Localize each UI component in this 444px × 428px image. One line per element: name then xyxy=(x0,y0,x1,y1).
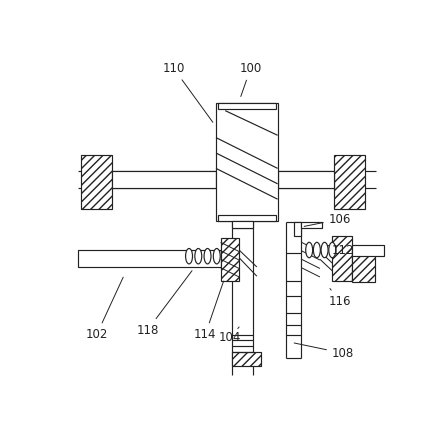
Text: 110: 110 xyxy=(163,62,213,122)
Ellipse shape xyxy=(306,242,313,258)
Ellipse shape xyxy=(213,249,220,264)
Bar xyxy=(232,352,261,366)
Ellipse shape xyxy=(204,249,211,264)
Text: 104: 104 xyxy=(219,327,241,344)
Text: 118: 118 xyxy=(136,271,192,336)
Bar xyxy=(81,155,112,209)
Ellipse shape xyxy=(329,242,336,258)
Text: 108: 108 xyxy=(294,343,354,360)
Ellipse shape xyxy=(186,249,193,264)
Bar xyxy=(278,171,334,188)
Bar xyxy=(232,221,253,229)
Ellipse shape xyxy=(313,242,320,258)
Text: 114: 114 xyxy=(194,281,224,341)
Bar xyxy=(332,236,352,281)
Bar xyxy=(112,171,216,188)
Bar xyxy=(221,238,239,281)
Bar xyxy=(334,155,365,209)
Bar xyxy=(352,250,375,282)
Text: 106: 106 xyxy=(304,213,351,226)
Ellipse shape xyxy=(195,249,202,264)
Bar xyxy=(301,222,322,229)
Text: 100: 100 xyxy=(239,62,262,96)
Bar xyxy=(78,250,221,267)
Text: 102: 102 xyxy=(85,277,123,341)
Ellipse shape xyxy=(321,242,328,258)
Bar xyxy=(218,103,276,109)
Text: 112: 112 xyxy=(328,244,354,256)
Bar xyxy=(352,245,384,256)
Text: 116: 116 xyxy=(329,288,351,308)
Bar xyxy=(218,214,276,221)
Bar xyxy=(216,103,278,221)
Bar xyxy=(294,222,301,236)
